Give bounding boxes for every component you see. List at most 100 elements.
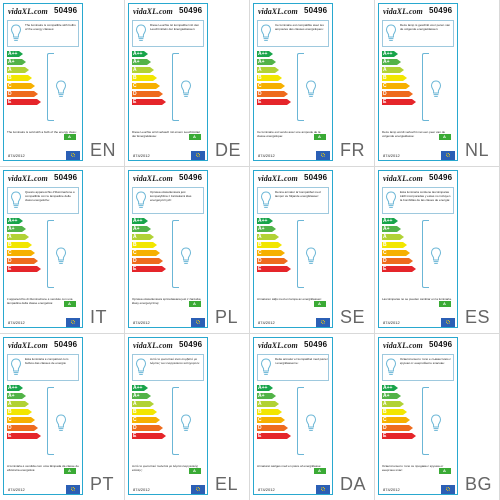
energy-scale: A++ A+ A B C D E	[257, 218, 295, 278]
energy-bar-label: B	[8, 242, 12, 248]
label-header: vidaXL.com 50496	[254, 338, 332, 352]
bulb-icon	[135, 358, 147, 378]
bulb-icon	[10, 191, 22, 211]
energy-label: vidaXL.com 50496 Diese Leuchte ist kompati…	[128, 3, 208, 161]
energy-scale: A++ A+ A B C D E	[7, 385, 45, 445]
energy-bar-label: E	[383, 99, 387, 105]
energy-label: vidaXL.com 50496 Oprawa oświetleniowa jest…	[128, 170, 208, 328]
brand-logo: vidaXL.com	[258, 7, 298, 16]
energy-bar-label: C	[8, 83, 12, 89]
energy-bar-aplusplus: A++	[382, 51, 398, 57]
energy-bar-a: A	[132, 401, 154, 407]
energy-bar-a: A	[132, 67, 154, 73]
bulb-icon	[430, 80, 442, 100]
product-code: 50496	[429, 173, 453, 182]
eu-flag-icon	[191, 485, 205, 494]
bulb-class-badge: A	[189, 468, 201, 474]
energy-bar-b: B	[257, 242, 282, 248]
compatibility-text: The luminaire is compatible with bulbs o…	[25, 23, 76, 31]
bulb-icon	[260, 191, 272, 211]
energy-bar-label: A++	[8, 51, 18, 57]
energy-bar-label: A	[8, 67, 12, 73]
energy-bar-aplusplus: A++	[132, 51, 148, 57]
bulb-class-badge: A	[439, 301, 451, 307]
energy-label: vidaXL.com 50496 Αυτό το φωτιστικό είναι σ…	[128, 337, 208, 495]
compatibility-bracket	[422, 387, 429, 455]
compatibility-text: Denna armatur är kompatibel med lampor a…	[275, 190, 321, 198]
energy-bar-label: A+	[8, 59, 15, 65]
bulb-class-badge-label: A	[193, 468, 196, 473]
brand-logo: vidaXL.com	[133, 7, 173, 16]
compatibility-bracket	[297, 387, 304, 455]
energy-bar-aplusplus: A++	[7, 385, 23, 391]
energy-bar-label: A++	[258, 385, 268, 391]
label-header: vidaXL.com 50496	[379, 171, 457, 185]
compatibility-box: Ce luminaire est compatible avec les amp…	[257, 20, 329, 47]
energy-bar-label: C	[383, 250, 387, 256]
energy-bar-aplusplus: A++	[257, 218, 273, 224]
energy-bar-label: C	[133, 250, 137, 256]
product-code: 50496	[304, 6, 328, 15]
energy-bar-label: C	[8, 417, 12, 423]
compatibility-bracket	[422, 53, 429, 121]
brand-logo: vidaXL.com	[8, 174, 48, 183]
energy-bar-b: B	[132, 242, 157, 248]
energy-bar-aplus: A+	[257, 59, 276, 65]
eu-flag-icon	[191, 151, 205, 160]
language-code: BG	[465, 474, 493, 494]
label-cell: vidaXL.com 50496 Осветителното тяло е съвм…	[375, 334, 499, 500]
language-code: SE	[340, 307, 366, 327]
compatibility-box: Αυτό το φωτιστικό είναι συμβατό με λάμπε…	[132, 354, 204, 381]
energy-bar-label: B	[383, 75, 387, 81]
energy-bar-a: A	[257, 401, 279, 407]
energy-bar-label: A++	[258, 51, 268, 57]
regulation-number: 874/2012	[8, 153, 25, 158]
eu-flag-icon	[316, 318, 330, 327]
bulb-icon	[55, 414, 67, 434]
energy-bar-e: E	[257, 433, 291, 439]
energy-bar-label: E	[133, 99, 137, 105]
bulb-class-badge: A	[314, 301, 326, 307]
product-code: 50496	[429, 340, 453, 349]
bulb-icon	[10, 358, 22, 378]
regulation-number: 874/2012	[383, 320, 400, 325]
language-code: PT	[90, 474, 115, 494]
energy-bar-label: B	[258, 75, 262, 81]
energy-bar-e: E	[132, 99, 166, 105]
energy-bar-label: D	[8, 425, 12, 431]
energy-bar-label: B	[133, 409, 137, 415]
energy-bar-aplusplus: A++	[132, 218, 148, 224]
regulation-number: 874/2012	[133, 320, 150, 325]
eu-flag-icon	[191, 318, 205, 327]
energy-label: vidaXL.com 50496 Dette armatur er kompatib…	[253, 337, 333, 495]
language-code: IT	[90, 307, 107, 327]
energy-bar-aplus: A+	[257, 393, 276, 399]
compatibility-bracket	[47, 387, 54, 455]
energy-scale: A++ A+ A B C D E	[257, 51, 295, 111]
energy-label: vidaXL.com 50496 Questo apparecchio d'illu…	[3, 170, 83, 328]
energy-bar-label: C	[258, 250, 262, 256]
compatibility-text: Осветителното тяло е съвместимо с крушки…	[400, 357, 451, 365]
energy-bar-aplus: A+	[382, 226, 401, 232]
compatibility-text: Oprawa oświetleniowa jest kompatybilna z…	[150, 190, 192, 202]
product-code: 50496	[54, 173, 78, 182]
energy-bar-aplus: A+	[132, 393, 151, 399]
brand-logo: vidaXL.com	[383, 341, 423, 350]
energy-bar-label: A	[383, 234, 387, 240]
bulb-icon	[135, 24, 147, 44]
energy-bar-b: B	[132, 409, 157, 415]
energy-bar-d: D	[382, 425, 413, 431]
language-code: PL	[215, 307, 239, 327]
label-header: vidaXL.com 50496	[379, 4, 457, 18]
bulb-class-text: Deze lamp wordt verkocht met een peer va…	[382, 130, 446, 138]
energy-bar-label: A++	[383, 218, 393, 224]
energy-bar-b: B	[7, 409, 32, 415]
brand-logo: vidaXL.com	[383, 7, 423, 16]
compatibility-box: Oprawa oświetleniowa jest kompatybilna z…	[132, 187, 204, 214]
energy-bar-d: D	[382, 258, 413, 264]
energy-bar-label: A+	[8, 393, 15, 399]
product-code: 50496	[54, 6, 78, 15]
compatibility-bracket	[47, 53, 54, 121]
energy-label: vidaXL.com 50496 Esta luminária é compatív…	[3, 337, 83, 495]
